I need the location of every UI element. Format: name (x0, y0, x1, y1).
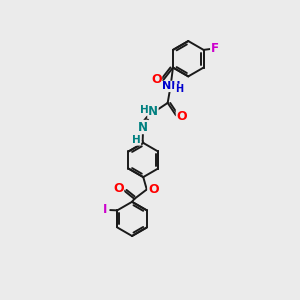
Text: O: O (113, 182, 124, 195)
Text: NH: NH (162, 81, 181, 92)
Text: O: O (151, 73, 161, 86)
Text: O: O (176, 110, 187, 123)
Text: N: N (138, 121, 148, 134)
Text: H: H (140, 105, 148, 115)
Text: O: O (148, 183, 159, 196)
Text: N: N (148, 105, 158, 118)
Text: H: H (132, 135, 140, 145)
Text: H: H (175, 84, 183, 94)
Text: I: I (103, 203, 107, 216)
Text: F: F (211, 42, 219, 55)
